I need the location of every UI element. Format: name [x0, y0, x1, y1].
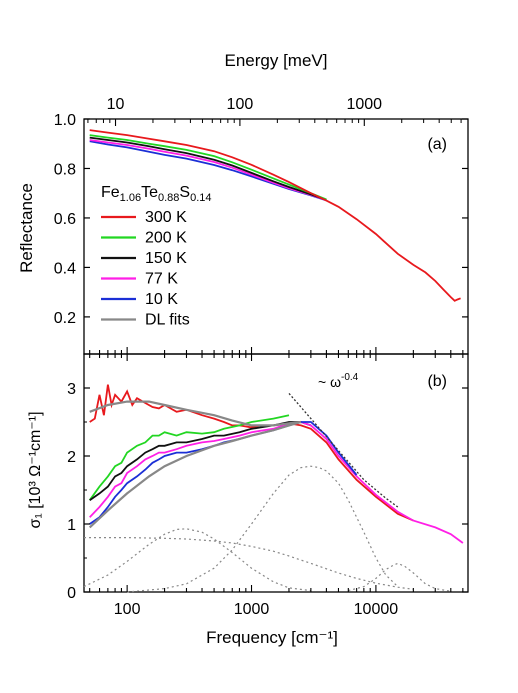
reflectance-line-300-k [89, 129, 461, 302]
panel-a-y-tick-label: 1.0 [54, 112, 76, 129]
panel-b-y-ticks: 0 1 2 3 [67, 353, 468, 602]
reflectance-line-77-k [89, 139, 327, 201]
legend-label-200-k: 200 K [145, 230, 187, 247]
drude-lorentz-component-1 [84, 537, 414, 590]
legend-label-10-k: 10 K [145, 291, 178, 308]
legend-title-sub2: 0.88 [158, 192, 179, 204]
legend-title-s: S [179, 184, 190, 201]
panel-a-y-ticks: 0.2 0.4 0.6 0.8 1.0 [54, 112, 468, 327]
panel-b-y-tick-label: 0 [67, 585, 76, 602]
top-axis-tick-label: 1000 [346, 96, 382, 113]
power-law-annotation: ~ ω-0.4 [318, 372, 359, 390]
drude-lorentz-component-3 [127, 465, 399, 593]
legend-title: Fe1.06Te0.88S0.14 [101, 184, 212, 204]
panel-a-y-tick-label: 0.8 [54, 161, 76, 178]
drude-lorentz-component-4 [348, 562, 451, 592]
conductivity-line-200-k [88, 414, 290, 501]
conductivity-line-150-k [89, 421, 312, 501]
panel-b-x-ticks: 100 1000 10000 [89, 354, 464, 618]
panel-b-tag: (b) [427, 373, 447, 390]
panel-b-y-tick-label: 3 [67, 381, 76, 398]
reflectance-line-150-k [89, 136, 327, 201]
panel-a-y-tick-label: 0.6 [54, 211, 76, 228]
dl-fit-line-1 [89, 400, 302, 427]
conductivity-line-77-k [89, 421, 464, 544]
panel-b-y-tick-label: 2 [67, 449, 76, 466]
legend-title-sub3: 0.14 [190, 192, 211, 204]
legend-items: 300 K 200 K 150 K 77 K 10 K DL fits [101, 209, 190, 329]
panel-a-y-label: Reflectance [17, 183, 36, 273]
panel-b-frame [83, 353, 469, 593]
panel-a: 0.2 0.4 0.6 0.8 1.0 10 100 1000 Energy [meV] R… [17, 51, 469, 355]
panel-b-x-label: Frequency [cm⁻¹] [206, 628, 338, 647]
panel-b-x-tick-label: 10000 [354, 601, 399, 618]
legend-label-300-k: 300 K [145, 209, 187, 226]
legend-title-te: Te [141, 184, 158, 201]
legend-label-dl-fits: DL fits [145, 312, 190, 329]
power-law-annotation-text: ~ ω [318, 374, 341, 390]
panel-b-x-tick-label: 1000 [234, 601, 270, 618]
power-law-annotation-exp: -0.4 [341, 372, 359, 383]
panel-b-components [83, 465, 451, 593]
panel-a-x-ticks [89, 347, 464, 354]
panel-b-series [88, 384, 464, 544]
top-axis-tick-label: 10 [107, 96, 125, 113]
conductivity-line-10-k [89, 421, 358, 525]
panel-a-tag: (a) [427, 136, 447, 153]
top-axis-label: Energy [meV] [225, 51, 328, 70]
panel-b-y-tick-label: 1 [67, 517, 76, 534]
dl-fit-line-2 [88, 420, 302, 529]
legend-title-sub1: 1.06 [120, 192, 141, 204]
top-axis-tick-label: 100 [227, 96, 254, 113]
conductivity-line-300-k [89, 384, 414, 522]
drude-lorentz-component-2 [83, 528, 311, 592]
reflectance-line-200-k [89, 134, 327, 201]
panel-b-y-label: σ₁ [10³ Ω⁻¹cm⁻¹] [27, 411, 44, 528]
panel-a-top-ticks: 10 100 1000 [87, 96, 462, 126]
panel-a-series [89, 129, 461, 302]
power-law-line [288, 392, 399, 508]
legend-title-fe: Fe [101, 184, 120, 201]
panel-a-y-tick-label: 0.2 [54, 310, 76, 327]
panel-b: 0 1 2 3 100 1000 10000 (b) ~ ω-0.4 Frequency … [27, 353, 469, 647]
panel-b-fits [88, 400, 302, 529]
panel-a-y-tick-label: 0.4 [54, 260, 76, 277]
legend-label-150-k: 150 K [145, 250, 187, 267]
panel-a-frame [83, 118, 469, 355]
panel-b-power-law [288, 392, 399, 508]
panel-b-x-tick-label: 100 [114, 601, 141, 618]
legend: Fe1.06Te0.88S0.14 300 K 200 K 150 K 77 K 10 … [101, 184, 212, 329]
legend-label-77-k: 77 K [145, 271, 178, 288]
